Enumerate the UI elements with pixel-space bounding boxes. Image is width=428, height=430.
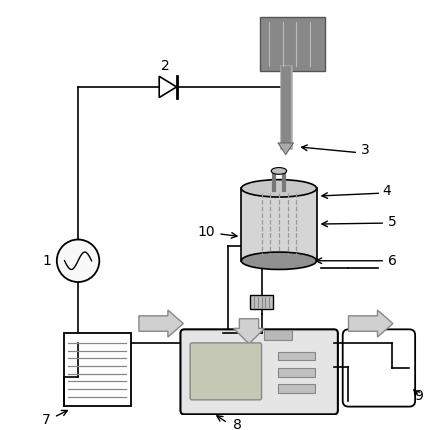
Polygon shape xyxy=(139,310,183,337)
Polygon shape xyxy=(159,76,177,98)
Bar xyxy=(241,188,317,261)
FancyBboxPatch shape xyxy=(181,329,338,415)
FancyBboxPatch shape xyxy=(343,329,415,407)
Text: 10: 10 xyxy=(198,225,215,239)
Bar xyxy=(64,333,131,405)
Text: 5: 5 xyxy=(388,215,396,229)
Text: 9: 9 xyxy=(415,389,423,403)
Text: 4: 4 xyxy=(383,184,392,198)
Bar xyxy=(260,17,325,71)
Ellipse shape xyxy=(241,252,317,270)
Text: 2: 2 xyxy=(160,58,169,73)
Circle shape xyxy=(57,240,99,282)
Bar xyxy=(250,295,273,309)
Polygon shape xyxy=(278,143,294,154)
Ellipse shape xyxy=(241,180,317,197)
Ellipse shape xyxy=(271,168,287,174)
Text: 6: 6 xyxy=(387,254,396,268)
Text: 8: 8 xyxy=(233,418,242,430)
Polygon shape xyxy=(234,319,265,344)
Polygon shape xyxy=(348,310,393,337)
Bar xyxy=(278,384,315,393)
Text: 3: 3 xyxy=(360,143,369,157)
Bar xyxy=(278,352,315,360)
Text: 7: 7 xyxy=(42,413,51,427)
Bar xyxy=(278,368,315,377)
Bar xyxy=(264,330,292,340)
FancyBboxPatch shape xyxy=(190,343,262,400)
Text: 1: 1 xyxy=(43,254,52,268)
